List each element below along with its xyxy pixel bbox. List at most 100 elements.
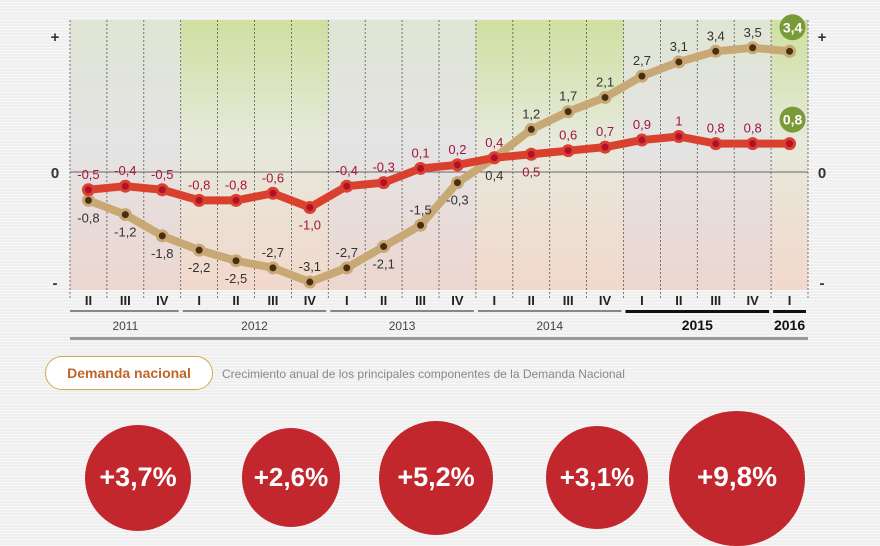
quarter-label: I <box>197 293 201 308</box>
zero-label-left: 0 <box>51 165 59 182</box>
data-label: -1,8 <box>151 246 173 261</box>
data-label: -2,7 <box>336 245 358 260</box>
bubble-label: +2,6% <box>253 462 329 493</box>
data-point <box>749 44 757 52</box>
data-point <box>380 179 388 187</box>
data-label: -0,6 <box>262 170 284 185</box>
data-point <box>306 278 314 286</box>
year-bracket <box>182 310 327 312</box>
quarter-label: I <box>493 293 497 308</box>
bubble-label: +9,8% <box>696 461 778 493</box>
data-label: -2,5 <box>225 271 247 286</box>
data-point <box>121 211 129 219</box>
minus-label-left: - <box>53 275 58 292</box>
quarter-label: II <box>85 293 92 308</box>
data-label: 0,1 <box>412 145 430 160</box>
data-point <box>158 232 166 240</box>
year-label: 2012 <box>241 319 268 333</box>
year-bracket <box>477 310 622 312</box>
data-point <box>453 161 461 169</box>
growth-bubble: +9,8% <box>669 410 805 546</box>
data-label: -0,3 <box>446 193 468 208</box>
quarter-label: IV <box>599 293 612 308</box>
data-label: 3,4 <box>783 19 803 35</box>
data-point <box>675 58 683 66</box>
data-point <box>84 186 92 194</box>
data-label: -3,1 <box>299 259 321 274</box>
data-point <box>232 196 240 204</box>
data-label: -0,8 <box>188 177 210 192</box>
bubble-label: +5,2% <box>397 461 475 492</box>
data-point <box>453 179 461 187</box>
quarter-label: III <box>563 293 574 308</box>
latest-value-badge <box>779 106 806 133</box>
data-label: 1 <box>675 114 682 129</box>
data-point <box>343 182 351 190</box>
data-point <box>417 164 425 172</box>
data-point <box>712 140 720 148</box>
data-point <box>638 72 646 80</box>
data-point <box>343 264 351 272</box>
year-label: 2016 <box>774 317 805 333</box>
data-label: -1,5 <box>409 202 431 217</box>
data-point <box>121 182 129 190</box>
growth-bubble: +3,1% <box>545 426 649 529</box>
quarter-label: II <box>380 293 387 308</box>
year-bracket <box>773 310 806 313</box>
bubble-label: +3,1% <box>559 462 635 493</box>
data-point <box>490 154 498 162</box>
demanda-nacional-badge: Demanda nacional <box>45 356 213 390</box>
data-label: 0,8 <box>783 112 803 128</box>
data-label: 0,4 <box>485 168 503 183</box>
quarter-label: I <box>640 293 644 308</box>
quarter-label: III <box>268 293 279 308</box>
data-point <box>195 196 203 204</box>
data-label: 3,1 <box>670 39 688 54</box>
data-point <box>195 246 203 254</box>
zero-label-right: 0 <box>818 165 826 182</box>
quarter-label: IV <box>156 293 169 308</box>
quarter-label: III <box>120 293 131 308</box>
data-label: -0,5 <box>151 167 173 182</box>
data-point <box>527 125 535 133</box>
data-label: 0,9 <box>633 117 651 132</box>
data-point <box>749 140 757 148</box>
data-label: -0,3 <box>372 160 394 175</box>
data-label: -0,4 <box>336 163 358 178</box>
quarter-label: IV <box>451 293 464 308</box>
data-label: -0,5 <box>77 167 99 182</box>
quarter-label: IV <box>747 293 760 308</box>
data-point <box>527 150 535 158</box>
data-label: -2,2 <box>188 260 210 275</box>
plus-label-right: + <box>818 29 827 46</box>
data-point <box>601 93 609 101</box>
quarter-label: III <box>710 293 721 308</box>
quarter-label: IV <box>304 293 317 308</box>
data-point <box>306 204 314 211</box>
data-point <box>269 189 277 197</box>
data-point <box>84 196 92 204</box>
data-point <box>417 221 425 229</box>
line-chart: + +0 0- - -0,8-1,2-1,8-2,2-2,5-2,7-3,1-2,7-… <box>51 14 827 340</box>
quarter-label: III <box>415 293 426 308</box>
section-subtitle: Crecimiento anual de los principales com… <box>222 367 625 381</box>
year-bracket <box>330 310 474 312</box>
data-label: 2,1 <box>596 74 614 89</box>
bottom-rule <box>70 337 808 340</box>
quarter-label: II <box>675 293 682 308</box>
growth-bubble: +3,7% <box>84 424 192 531</box>
bubble-label: +3,7% <box>99 461 177 492</box>
data-label: 0,6 <box>559 128 577 143</box>
data-label: -0,8 <box>77 210 99 225</box>
data-label: -0,4 <box>114 163 136 178</box>
data-label: 3,5 <box>744 25 762 40</box>
data-label: -1,2 <box>114 225 136 240</box>
data-point <box>269 264 277 272</box>
year-label: 2014 <box>536 319 563 333</box>
growth-bubble: +5,2% <box>378 420 494 536</box>
growth-bubble: +2,6% <box>241 428 341 527</box>
data-point <box>380 243 388 251</box>
data-point <box>786 47 794 55</box>
data-point <box>564 147 572 155</box>
data-label: 0,8 <box>744 121 762 136</box>
